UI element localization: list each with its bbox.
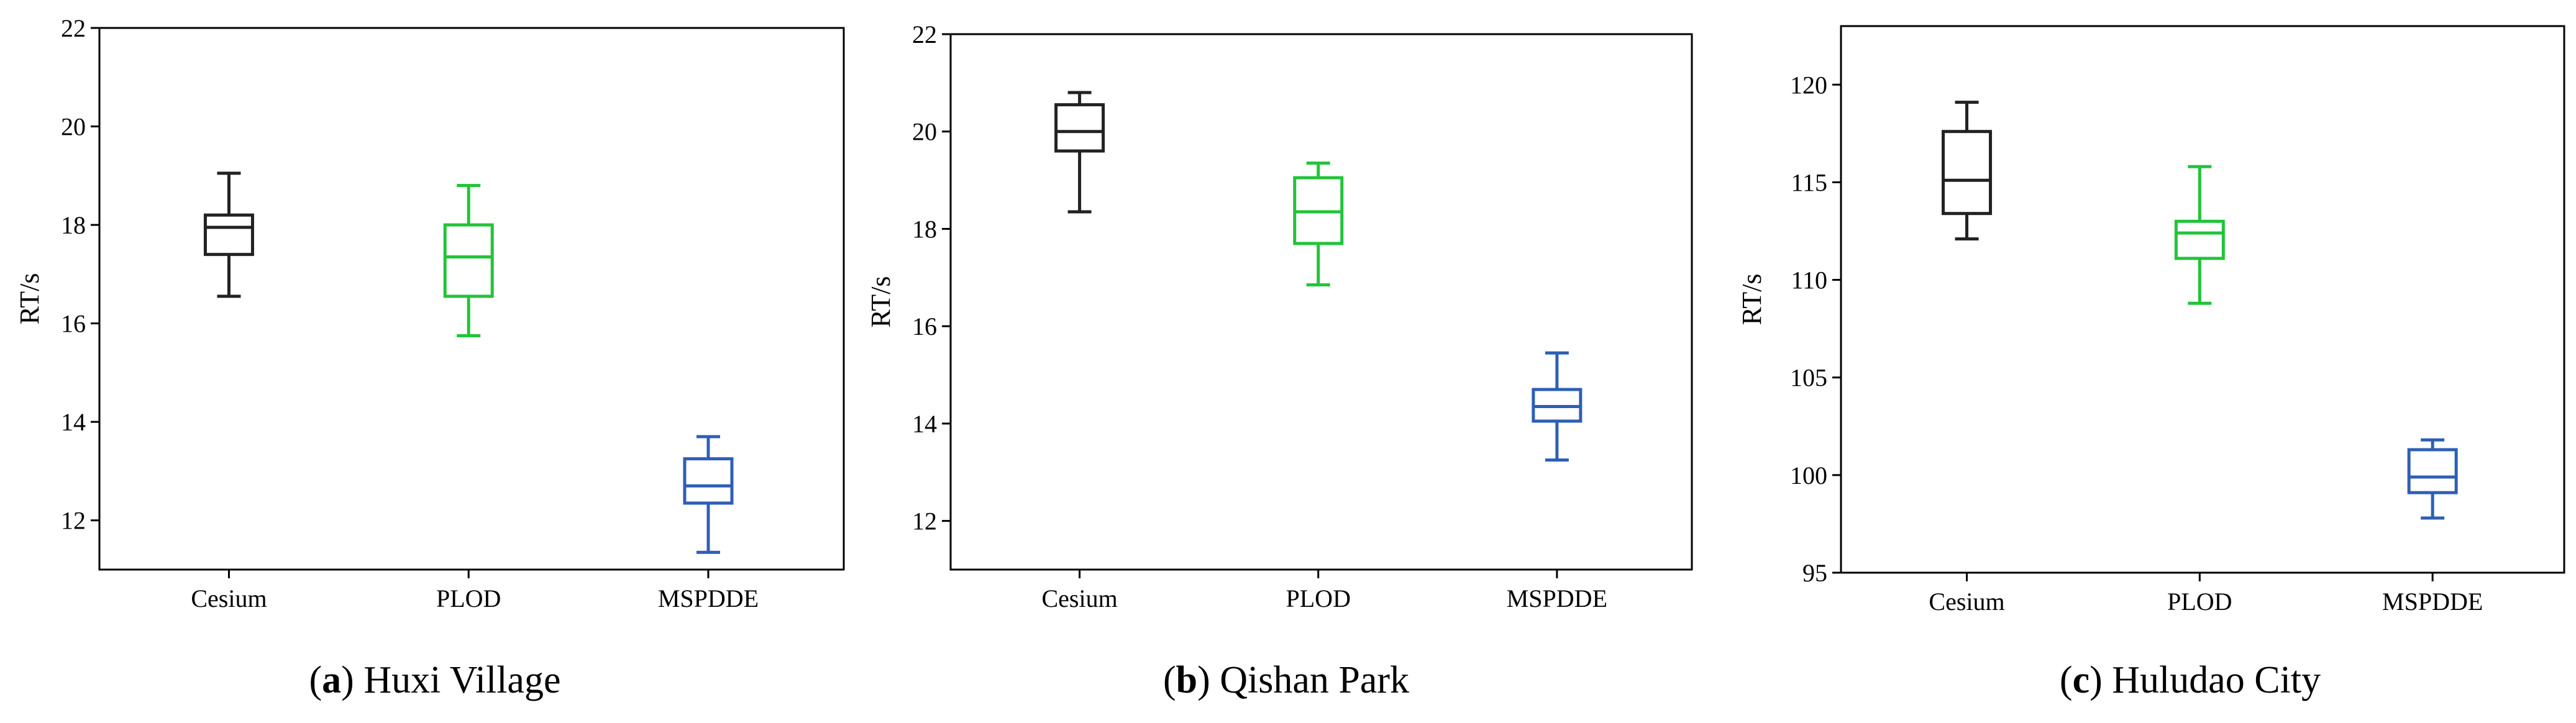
x-tick-label: PLOD [2167, 588, 2232, 616]
caption-letter: a [322, 659, 341, 701]
y-axis-label: RT/s [14, 273, 45, 325]
y-tick-label: 120 [1790, 71, 1827, 99]
axis-frame [98, 27, 845, 571]
iqr-box [443, 223, 494, 298]
caption-letter: c [2073, 659, 2090, 701]
panel-caption: (c) Huludao City [2060, 659, 2321, 701]
y-tick-label: 115 [1791, 168, 1827, 196]
y-tick-label: 14 [61, 408, 86, 436]
caption-text: Qishan Park [1220, 659, 1409, 701]
panel-caption: (b) Qishan Park [1163, 659, 1409, 701]
box-mspdde [683, 435, 734, 554]
y-tick-label: 20 [61, 113, 86, 141]
box-cesium [203, 171, 254, 298]
iqr-box [2407, 448, 2458, 494]
x-tick-label: Cesium [1041, 584, 1117, 612]
y-axis-label: RT/s [866, 276, 896, 328]
y-axis-label: RT/s [1737, 274, 1767, 325]
iqr-box [1942, 130, 1993, 216]
iqr-box [683, 457, 734, 505]
x-tick-label: MSPDDE [658, 584, 759, 612]
x-tick-label: PLOD [1286, 584, 1351, 612]
y-tick-label: 95 [1802, 559, 1827, 587]
axis-frame [1840, 25, 2565, 574]
y-tick-label: 22 [912, 20, 937, 48]
caption-text: Huludao City [2112, 659, 2321, 701]
y-tick-label: 12 [61, 507, 86, 535]
caption-text: Huxi Village [363, 659, 560, 701]
panel-caption: (a) Huxi Village [309, 659, 561, 701]
y-tick-label: 22 [61, 14, 86, 42]
box-plod [1293, 161, 1344, 287]
box-cesium [1942, 101, 1993, 241]
panel-b: 12 14 16 18 20 22 RT/s Cesium PLOD MSPDDE (b) Qish… [866, 20, 1693, 701]
iqr-box [203, 213, 254, 257]
box-plod [443, 184, 494, 337]
box-plod [2174, 165, 2225, 305]
y-tick-label: 14 [912, 410, 937, 438]
y-tick-label: 110 [1791, 266, 1827, 294]
panel-a: 12 14 16 18 20 22 RT/s Cesium PLOD MSPDDE (a) Huxi… [14, 14, 845, 701]
y-tick-label: 16 [912, 312, 937, 340]
box-mspdde [1532, 351, 1583, 462]
caption-paren: ) [2090, 659, 2112, 701]
x-tick-label: PLOD [436, 584, 501, 612]
axis-frame [949, 33, 1693, 571]
panel-c: 95 100 105 110 115 120 RT/s Cesium PLOD MSPDDE (c)… [1737, 25, 2565, 701]
y-tick-label: 12 [912, 507, 937, 535]
caption-letter: b [1176, 659, 1197, 701]
y-tick-label: 105 [1790, 364, 1827, 392]
caption-paren: ) [341, 659, 363, 701]
y-tick-label: 20 [912, 118, 937, 146]
x-tick-label: MSPDDE [1507, 584, 1607, 612]
x-tick-label: MSPDDE [2382, 588, 2483, 616]
caption-paren: ) [1197, 659, 1220, 701]
y-tick-label: 100 [1790, 462, 1827, 489]
y-tick-label: 18 [61, 211, 86, 239]
caption-paren: ( [2060, 659, 2073, 701]
y-tick-label: 16 [61, 310, 86, 338]
caption-paren: ( [309, 659, 322, 701]
x-tick-label: Cesium [191, 584, 267, 612]
box-mspdde [2407, 438, 2458, 520]
x-tick-label: Cesium [1929, 588, 2004, 616]
box-cesium [1054, 91, 1105, 214]
y-tick-label: 18 [912, 215, 937, 243]
iqr-box [2174, 219, 2225, 260]
iqr-box [1054, 103, 1105, 153]
caption-paren: ( [1163, 659, 1176, 701]
